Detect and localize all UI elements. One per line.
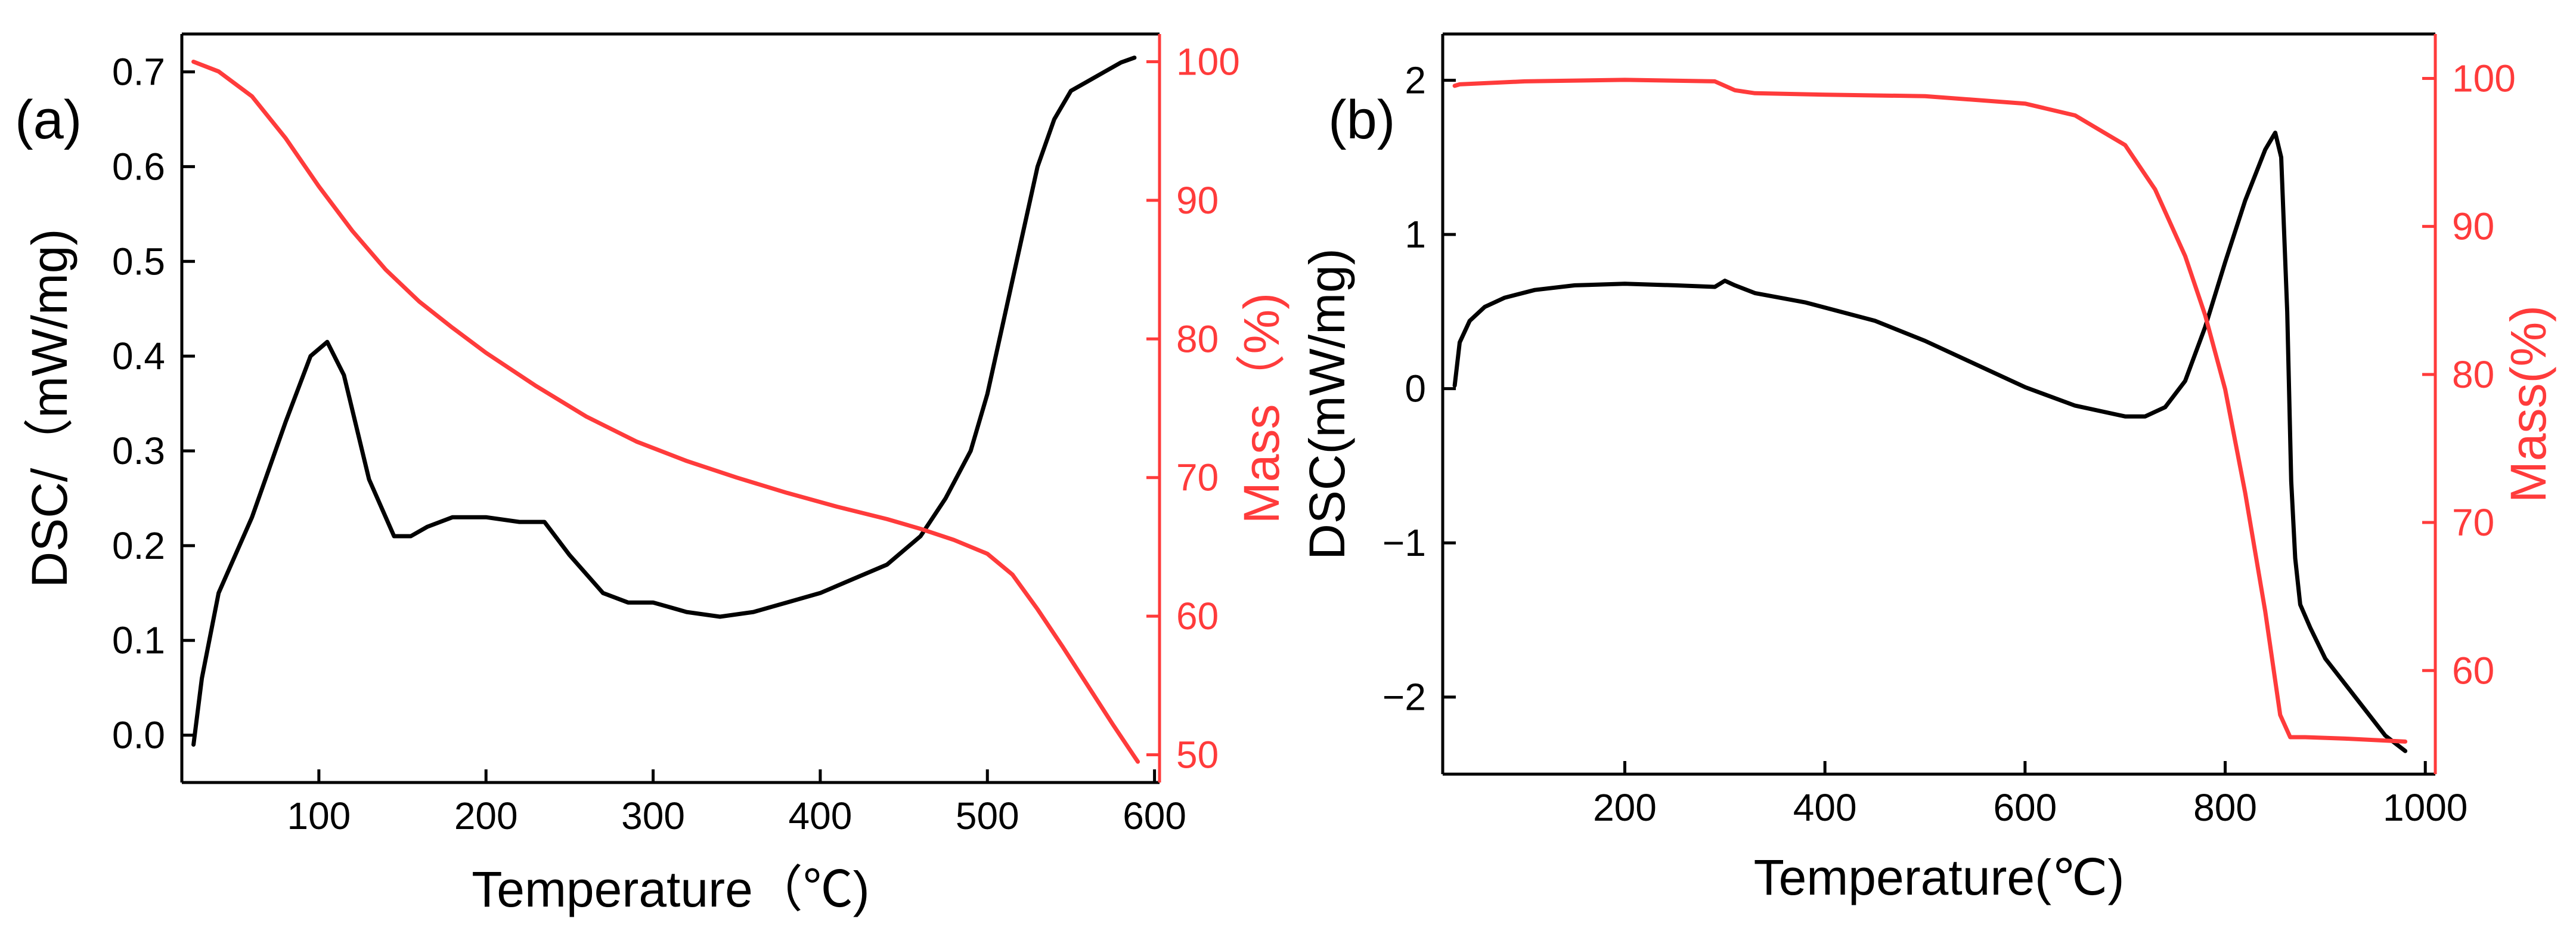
y-right-axis-title: Mass（%): [1233, 293, 1289, 524]
y-right-tick-label: 80: [2452, 353, 2494, 396]
x-tick-label: 100: [287, 794, 351, 837]
y-left-axis-title: DSC(mW/mg): [1299, 248, 1355, 560]
x-tick-label: 1000: [2383, 786, 2467, 829]
x-axis-title: Temperature(℃): [1754, 849, 2125, 905]
panel-b: 200 400 600 800 1000 −2 −1 0 1 2 60 70 80 90 100 Temper…: [1299, 32, 2556, 905]
y-right-tick-label: 60: [2452, 649, 2494, 692]
y-right-tick-label: 50: [1176, 734, 1219, 777]
x-tick-label: 400: [1793, 786, 1857, 829]
x-tick-label: 300: [621, 794, 685, 837]
panel-a: 100 200 300 400 500 600 0.0 0.1 0.2 0.3 0.4 0.5 0.6 0…: [15, 32, 1289, 917]
y-right-tick-label: 80: [1176, 317, 1219, 360]
y-left-tick-label: 0.0: [112, 714, 165, 757]
y-left-tick-label: 0.1: [112, 619, 165, 662]
y-right-tick-label: 90: [2452, 205, 2494, 248]
y-left-tick-label: 0.2: [112, 524, 165, 567]
y-left-tick-label: 0.5: [112, 240, 165, 283]
y-left-tick-label: −2: [1382, 676, 1426, 719]
x-tick-label: 400: [789, 794, 853, 837]
y-right-tick-label: 100: [2452, 57, 2516, 100]
x-axis-title: Temperature（℃): [472, 861, 870, 917]
x-tick-label: 200: [1593, 786, 1657, 829]
x-tick-label: 800: [2193, 786, 2257, 829]
y-left-tick-label: 1: [1405, 213, 1426, 256]
y-left-tick-label: 2: [1405, 59, 1426, 102]
y-right-tick-label: 90: [1176, 179, 1219, 222]
series-line-mass: [191, 60, 1140, 764]
y-left-tick-label: 0.3: [112, 429, 165, 472]
y-right-tick-label: 60: [1176, 595, 1219, 638]
x-tick-label: 200: [454, 794, 518, 837]
y-right-tick-label: 70: [1176, 456, 1219, 499]
y-left-tick-label: 0.4: [112, 335, 165, 378]
y-left-tick-label: 0.7: [112, 51, 165, 94]
y-left-tick-label: 0: [1405, 367, 1426, 410]
y-right-tick-label: 70: [2452, 501, 2494, 544]
x-tick-label: 600: [1993, 786, 2057, 829]
y-right-tick-label: 100: [1176, 40, 1240, 83]
panel-label: (a): [15, 89, 82, 150]
series-line-dsc: [1452, 131, 2408, 753]
y-left-axis-title: DSC/（mW/mg): [21, 229, 78, 588]
panel-label: (b): [1328, 89, 1395, 150]
x-tick-label: 600: [1123, 794, 1186, 837]
y-right-axis-title: Mass(%): [2500, 305, 2556, 503]
series-line-mass: [1452, 78, 2408, 744]
series-line-dsc: [191, 55, 1137, 747]
y-left-tick-label: 0.6: [112, 145, 165, 188]
x-tick-label: 500: [956, 794, 1019, 837]
y-left-tick-label: −1: [1382, 521, 1426, 564]
